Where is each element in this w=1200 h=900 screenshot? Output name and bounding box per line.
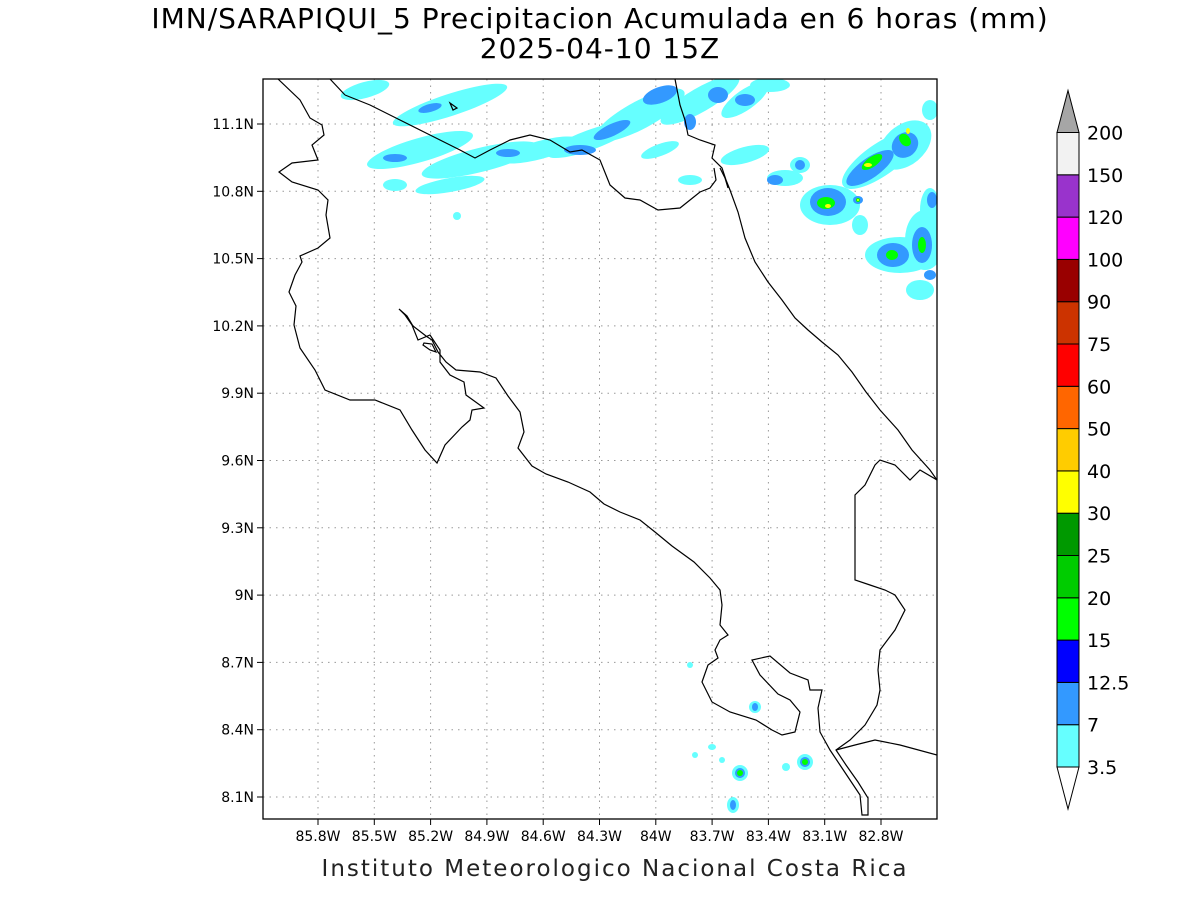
lat-tick-label: 10.2N	[212, 319, 254, 335]
colorbar-label: 120	[1087, 207, 1123, 229]
lon-tick-label: 83.7W	[690, 829, 735, 845]
colorbar-label: 20	[1087, 588, 1111, 610]
lat-tick-label: 9N	[235, 588, 254, 604]
lon-tick-label: 85.8W	[295, 829, 340, 845]
colorbar-label: 60	[1087, 376, 1111, 398]
lat-tick-label: 9.9N	[221, 386, 254, 402]
colorbar-top-triangle	[1056, 88, 1080, 133]
lon-tick-label: 83.4W	[746, 829, 791, 845]
colorbar-label: 15	[1087, 630, 1111, 652]
colorbar-segment	[1056, 343, 1080, 387]
precip-band-high	[737, 133, 926, 776]
lon-tick-label: 83.1W	[802, 829, 847, 845]
colorbar-label: 100	[1087, 249, 1123, 271]
colorbar-segment	[1056, 724, 1080, 768]
latitude-ticks: 11.1N 10.8N 10.5N 10.2N 9.9N 9.6N 9.3N 9N 8.7N 8.…	[212, 117, 263, 806]
colorbar-segment	[1056, 681, 1080, 726]
colorbar-segment	[1056, 428, 1080, 472]
colorbar-segment	[1056, 555, 1080, 599]
lon-tick-label: 82.8W	[858, 829, 903, 845]
lat-tick-label: 8.4N	[221, 723, 254, 739]
colorbar-segment	[1056, 132, 1080, 176]
footer-credit: Instituto Meteorologico Nacional Costa R…	[321, 856, 909, 882]
precipitation-field	[340, 79, 937, 813]
colorbar: 3.5 7 12.5 15 20 25 30 40 50 60 75 90 100 120 150 200	[1056, 88, 1129, 811]
political-border	[329, 79, 346, 96]
lon-tick-label: 84.9W	[464, 829, 509, 845]
lon-tick-label: 84.6W	[521, 829, 566, 845]
colorbar-label: 3.5	[1087, 757, 1117, 779]
lat-tick-label: 11.1N	[212, 117, 254, 133]
precip-band-mid	[383, 85, 937, 810]
colorbar-label: 25	[1087, 546, 1111, 568]
colorbar-label: 200	[1087, 123, 1123, 145]
lat-tick-label: 8.1N	[221, 790, 254, 806]
map-subtitle: 2025-04-10 15Z	[479, 32, 721, 65]
lat-tick-label: 9.6N	[221, 454, 254, 470]
colorbar-label: 90	[1087, 292, 1111, 314]
colorbar-segment	[1056, 216, 1080, 260]
coastline	[277, 79, 937, 816]
colorbar-segment	[1056, 470, 1080, 514]
lat-tick-label: 10.5N	[212, 252, 254, 268]
colorbar-segment	[1056, 639, 1080, 683]
lat-tick-label: 10.8N	[212, 184, 254, 200]
colorbar-segment	[1056, 258, 1080, 303]
colorbar-segment	[1056, 512, 1080, 557]
colorbar-bottom-triangle	[1056, 766, 1080, 811]
lon-tick-label: 85.2W	[408, 829, 453, 845]
colorbar-label: 30	[1087, 503, 1111, 525]
colorbar-label: 75	[1087, 334, 1111, 356]
colorbar-segment	[1056, 174, 1080, 218]
precip-band-peak	[825, 128, 910, 208]
lat-tick-label: 8.7N	[221, 655, 254, 671]
lon-tick-label: 84.3W	[577, 829, 622, 845]
lon-tick-label: 85.5W	[352, 829, 397, 845]
lon-tick-label: 84W	[640, 829, 672, 845]
lat-tick-label: 9.3N	[221, 521, 254, 537]
colorbar-label: 150	[1087, 165, 1123, 187]
colorbar-label: 12.5	[1087, 672, 1129, 694]
colorbar-label: 50	[1087, 419, 1111, 441]
colorbar-label: 40	[1087, 461, 1111, 483]
colorbar-segment	[1056, 301, 1080, 345]
longitude-ticks: 85.8W 85.5W 85.2W 84.9W 84.6W 84.3W 84W 83.7W 83…	[295, 819, 904, 845]
colorbar-segment	[1056, 597, 1080, 641]
map-title: IMN/SARAPIQUI_5 Precipitacion Acumulada …	[151, 2, 1049, 35]
colorbar-label: 7	[1087, 715, 1099, 737]
colorbar-segment	[1056, 385, 1080, 430]
